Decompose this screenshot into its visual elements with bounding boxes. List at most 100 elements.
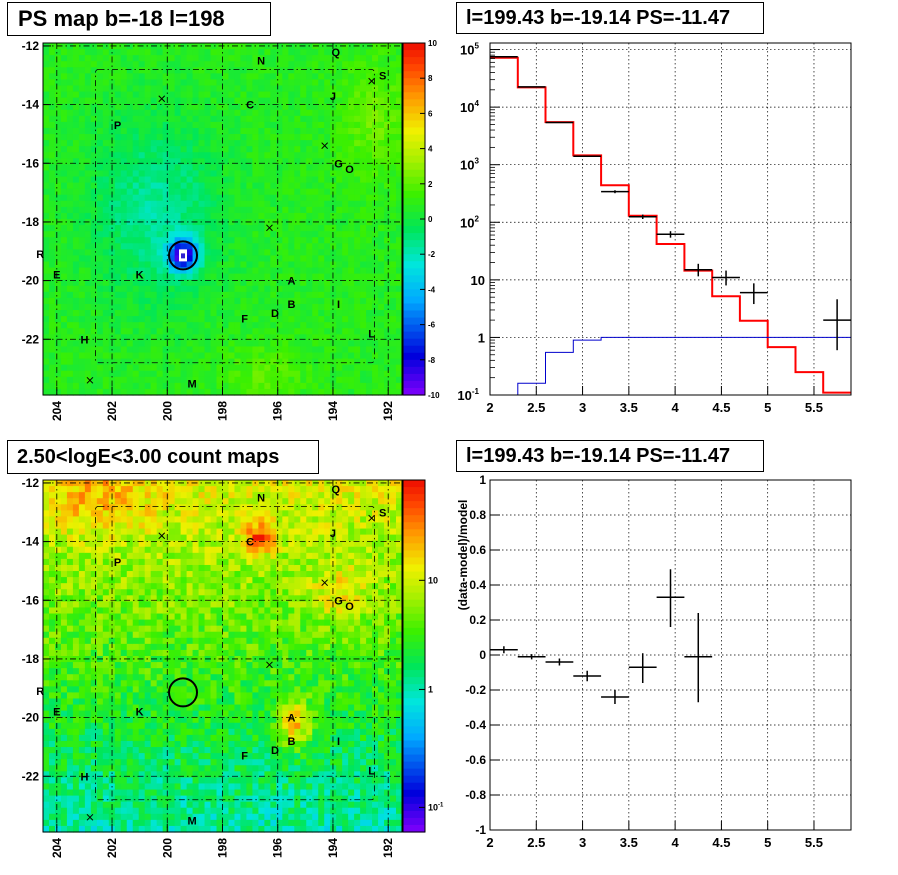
selected-source-circle — [168, 240, 199, 271]
y-tick-label: 105 — [460, 42, 479, 58]
y-tick-label: 10-1 — [457, 387, 479, 403]
x-tick-label: 192 — [381, 401, 395, 421]
source-cross-marker — [158, 95, 166, 103]
y-tick-label: 102 — [460, 214, 479, 230]
source-cross-marker — [368, 77, 375, 85]
source-label-C: C — [246, 537, 254, 549]
source-label-R: R — [36, 249, 44, 261]
x-tick-label: 202 — [105, 401, 119, 421]
source-label-N: N — [257, 56, 265, 68]
y-tick-label: 1 — [479, 473, 486, 487]
source-label-O: O — [345, 164, 354, 176]
data-point — [656, 231, 685, 238]
colorbar-tick-label: -10 — [428, 391, 440, 400]
source-label-I: I — [337, 736, 340, 748]
x-tick-label: 5 — [764, 835, 771, 850]
x-tick-label: 202 — [105, 838, 119, 858]
x-tick-label: 4 — [672, 835, 680, 850]
x-tick-label: 3 — [579, 835, 586, 850]
model-histogram — [490, 56, 851, 394]
y-tick-label: -1 — [475, 823, 486, 837]
source-label-O: O — [345, 601, 354, 613]
source-label-E: E — [53, 270, 60, 282]
colorbar-tick-label: 10 — [428, 39, 437, 48]
count-map-plot: N Q S J C P G O RE K AB I D F L H M -12 -14 -16 -18 -20 -22 204… — [22, 476, 444, 858]
y-tick-label: 10 — [471, 273, 485, 288]
x-tick-label: 4 — [672, 400, 680, 415]
ps-map-title: PS map b=-18 l=198 — [7, 2, 271, 36]
source-label-B: B — [288, 299, 296, 311]
residual-point — [573, 670, 602, 682]
y-tick-label: -22 — [22, 769, 40, 783]
y-tick-label: -22 — [22, 332, 40, 346]
data-point — [573, 155, 602, 158]
source-label-S: S — [379, 507, 386, 519]
x-tick-label: 198 — [216, 401, 230, 421]
data-point — [490, 56, 518, 58]
source-label-Q: Q — [331, 47, 340, 59]
source-cross-marker — [368, 514, 375, 522]
source-label-D: D — [271, 745, 279, 757]
y-tick-label: 0 — [479, 648, 486, 662]
colorbar-tick-label: 0 — [428, 215, 433, 224]
residual-point — [684, 613, 713, 703]
data-point — [601, 190, 629, 194]
source-cross-marker — [86, 813, 94, 821]
y-tick-label: -0.6 — [465, 753, 486, 767]
residual-plot: 2 2.5 3 3.5 4 4.5 5 5.5 1 0.8 0.6 0.4 0.2 0 -0.2 -0.4 -0… — [456, 473, 852, 850]
data-point — [739, 283, 768, 305]
source-label-J: J — [330, 91, 336, 103]
x-tick-label: 196 — [271, 838, 285, 858]
y-tick-label: 0.8 — [469, 508, 486, 522]
source-label-A: A — [288, 276, 296, 288]
y-tick-label: -16 — [22, 156, 40, 170]
background-histogram — [490, 336, 851, 396]
source-label-P: P — [114, 557, 121, 569]
x-tick-label: 2 — [486, 835, 493, 850]
colorbar-tick-label: 6 — [428, 109, 433, 118]
spectrum-frame — [489, 42, 852, 396]
x-tick-label: 2.5 — [527, 835, 545, 850]
roi-box — [95, 69, 375, 364]
colorbar-tick-label: -6 — [428, 321, 436, 330]
residual-title: l=199.43 b=-19.14 PS=-11.47 — [456, 440, 764, 472]
residual-point — [601, 690, 629, 704]
source-label-I: I — [337, 299, 340, 311]
source-label-P: P — [114, 120, 121, 132]
source-label-Q: Q — [331, 484, 340, 496]
y-tick-label: -14 — [22, 98, 40, 112]
source-label-H: H — [80, 334, 88, 346]
source-label-G: G — [334, 158, 343, 170]
map-coordinate-grid — [43, 480, 402, 832]
y-tick-label: -0.2 — [465, 683, 486, 697]
x-tick-label: 5 — [764, 400, 771, 415]
count-map-heatmap — [43, 480, 403, 833]
data-point — [823, 299, 851, 351]
source-label-L: L — [368, 328, 375, 340]
spectrum-plot: 2 2.5 3 3.5 4 4.5 5 5.5 10-1 1 10 102 103 104 105 — [457, 42, 852, 415]
ps-dip-core — [181, 253, 186, 259]
x-tick-label: 5.5 — [805, 835, 823, 850]
source-label-S: S — [379, 70, 386, 82]
y-tick-label: 103 — [460, 157, 479, 173]
x-tick-label: 204 — [50, 838, 64, 858]
x-tick-label: 2 — [486, 400, 493, 415]
x-tick-label: 4.5 — [712, 835, 730, 850]
y-tick-label: -0.4 — [465, 718, 486, 732]
x-tick-label: 3 — [579, 400, 586, 415]
y-tick-label: 104 — [460, 99, 479, 115]
roi-box — [95, 506, 375, 801]
source-label-G: G — [334, 595, 343, 607]
data-point — [712, 270, 740, 286]
source-label-K: K — [136, 707, 144, 719]
y-tick-label: -14 — [22, 535, 40, 549]
y-tick-label: -20 — [22, 274, 40, 288]
selected-source-circle — [168, 677, 199, 708]
source-cross-marker — [321, 579, 329, 587]
colorbar-tick-label: 4 — [428, 145, 433, 154]
ps-colorbar: 10 8 6 4 2 0 -2 -4 -6 -8 -10 — [402, 39, 440, 400]
x-tick-label: 200 — [160, 838, 174, 858]
x-tick-label: 194 — [326, 401, 340, 421]
source-labels: N Q S J C P G O RE K AB I D F L H M — [36, 47, 386, 390]
source-label-N: N — [257, 493, 265, 505]
